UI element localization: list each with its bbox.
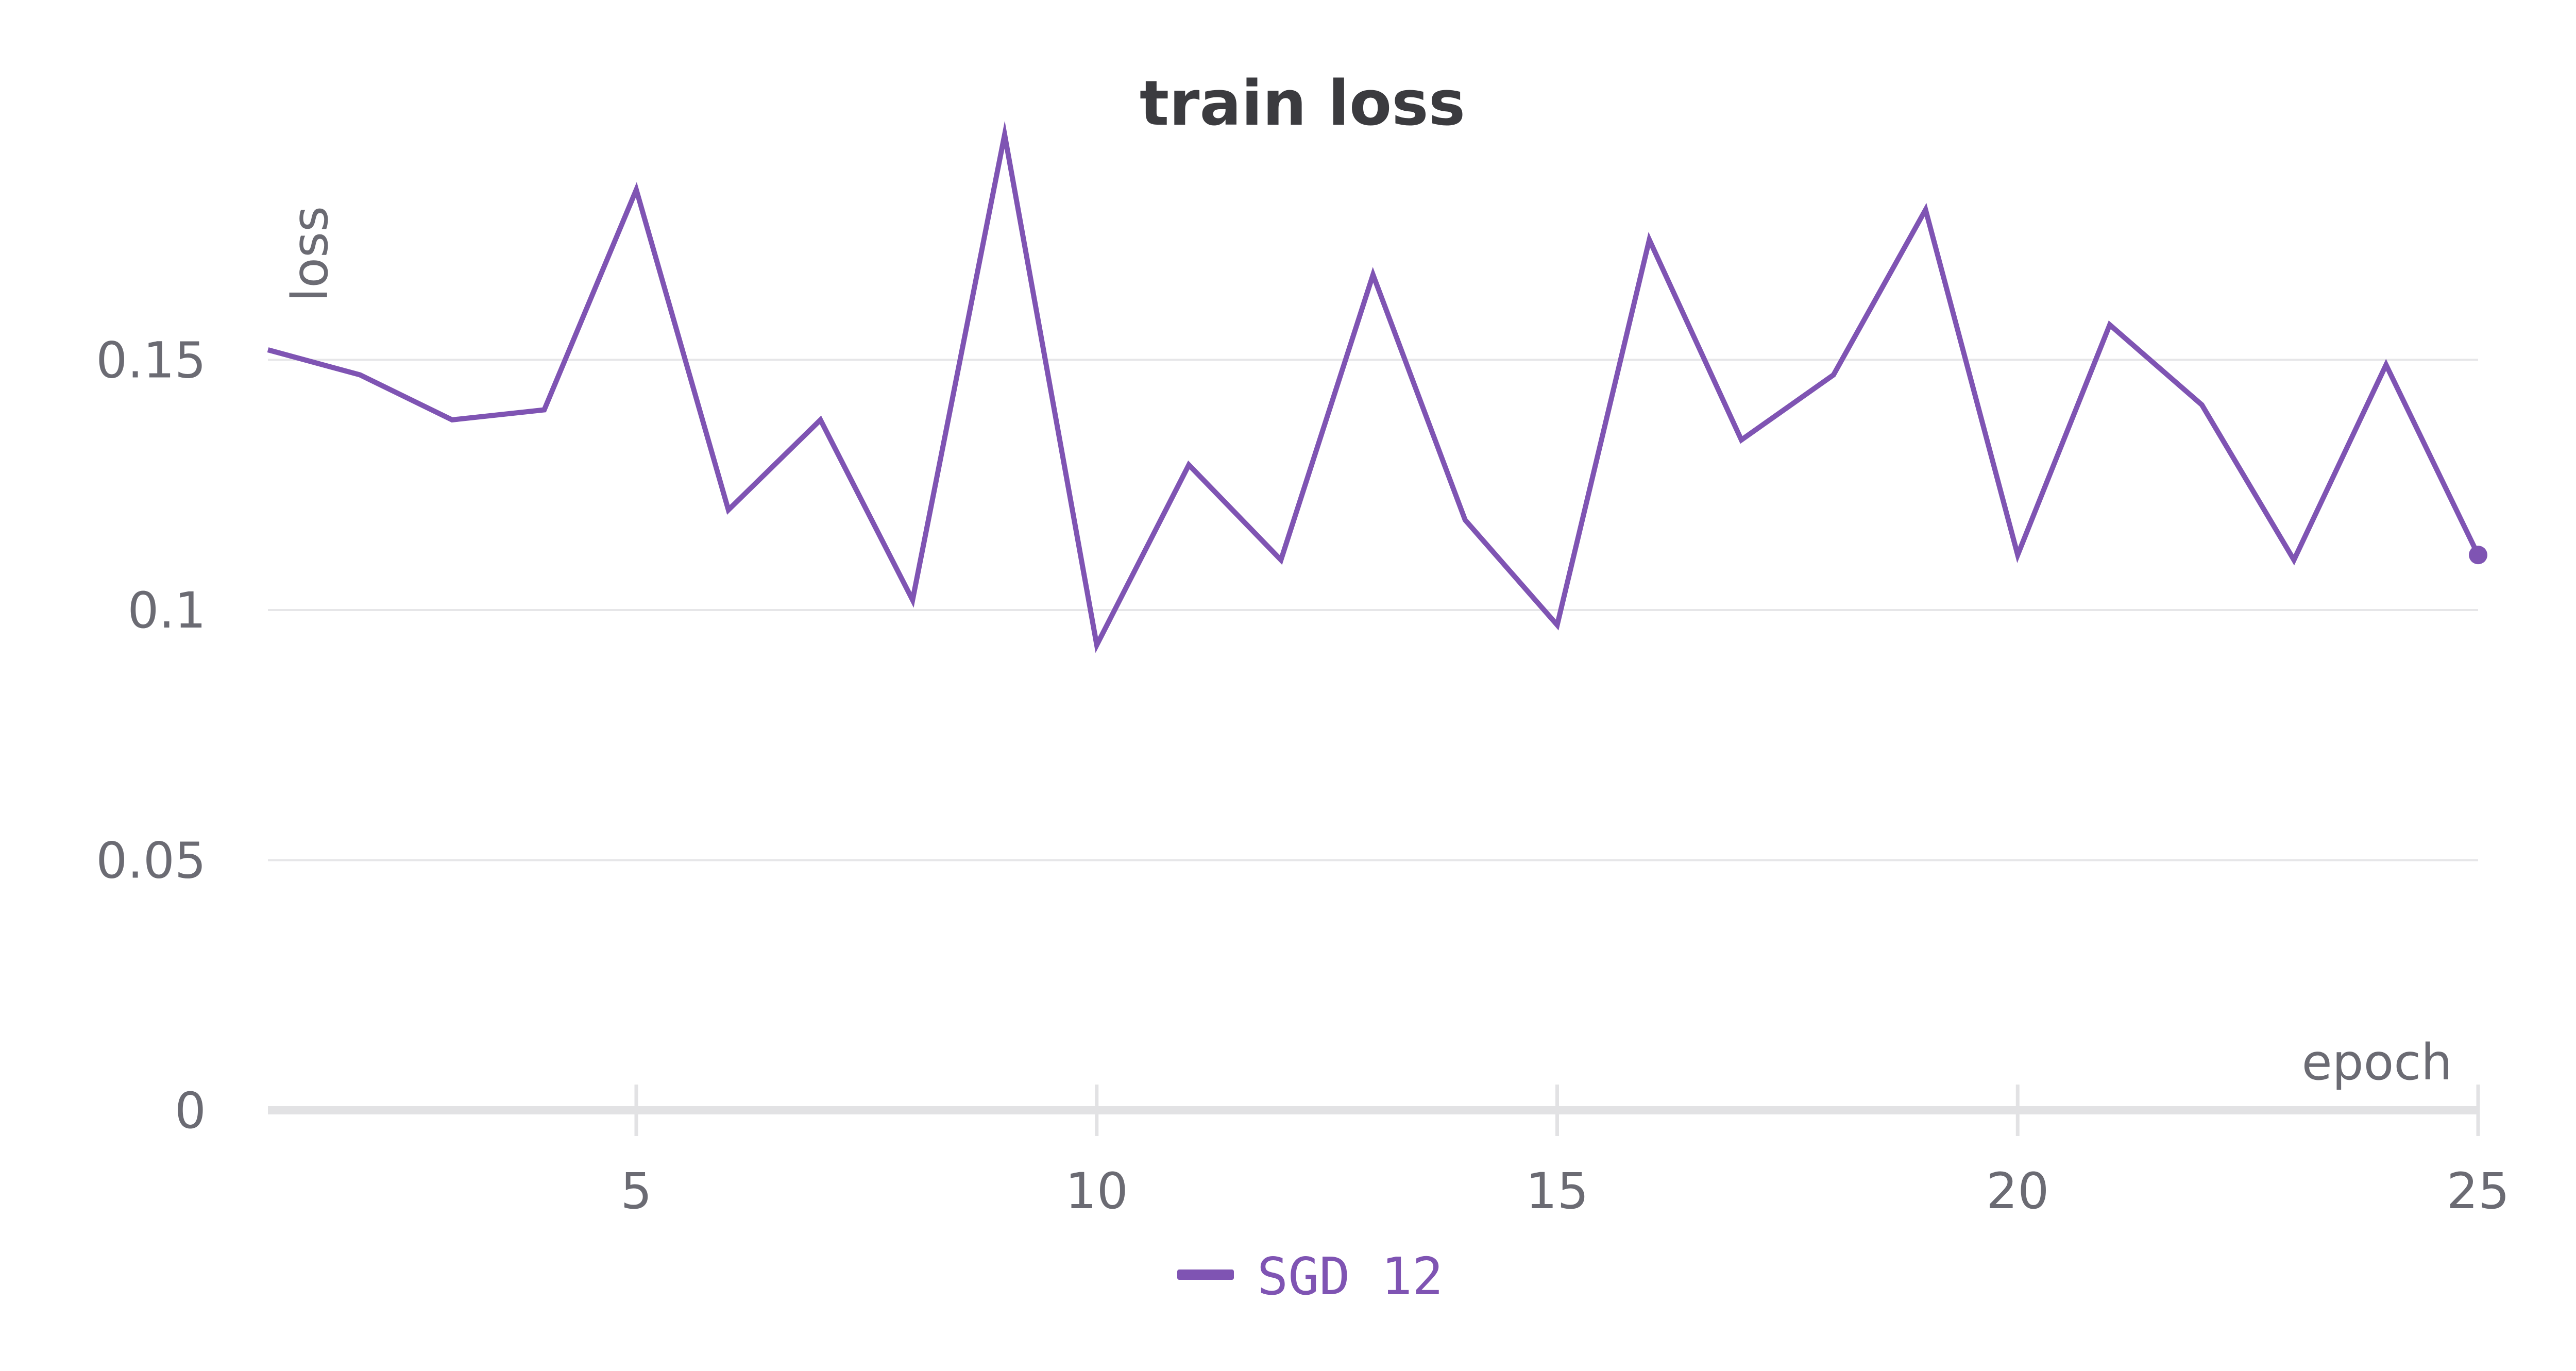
series-layer: [265, 132, 2487, 647]
data-point[interactable]: [1278, 557, 1283, 563]
x-tick-label: 20: [1986, 1162, 2049, 1220]
x-tick-label: 25: [2447, 1162, 2510, 1220]
data-point[interactable]: [358, 373, 363, 378]
data-point[interactable]: [2383, 362, 2388, 367]
last-point-marker: [2469, 546, 2487, 564]
data-point[interactable]: [910, 598, 915, 603]
x-tick-label: 5: [620, 1162, 652, 1220]
data-point[interactable]: [2015, 552, 2020, 557]
data-point[interactable]: [1831, 373, 1836, 378]
x-axis: [268, 1085, 2478, 1136]
data-point[interactable]: [1739, 437, 1744, 443]
chart-title: train loss: [1140, 68, 1465, 140]
data-point[interactable]: [2199, 402, 2205, 408]
y-axis-label: loss: [281, 206, 339, 301]
data-point[interactable]: [726, 507, 731, 513]
series-line-sgd-12[interactable]: [268, 134, 2478, 645]
y-tick-label: 0.1: [127, 582, 206, 639]
data-point[interactable]: [450, 417, 455, 422]
data-point[interactable]: [1002, 132, 1007, 137]
data-point[interactable]: [1647, 237, 1652, 242]
data-point[interactable]: [1923, 207, 1928, 212]
data-point[interactable]: [1094, 642, 1099, 648]
data-point[interactable]: [634, 187, 639, 192]
data-point[interactable]: [818, 417, 823, 422]
y-tick-label: 0.15: [96, 331, 206, 389]
data-point[interactable]: [1370, 272, 1376, 277]
x-tick-label: 15: [1526, 1162, 1588, 1220]
data-point[interactable]: [541, 408, 547, 413]
y-axis-tick-labels: 0 0.05 0.1 0.15: [96, 331, 206, 1140]
y-tick-label: 0: [175, 1082, 206, 1140]
data-point[interactable]: [265, 347, 270, 352]
data-point[interactable]: [1555, 622, 1560, 628]
y-tick-label: 0.05: [96, 832, 206, 889]
legend-label-sgd-12: SGD 12: [1257, 1246, 1443, 1307]
data-point[interactable]: [2292, 557, 2297, 563]
data-point[interactable]: [1463, 517, 1468, 522]
grid-lines: [268, 360, 2478, 860]
legend-swatch-sgd-12: [1177, 1270, 1234, 1280]
legend[interactable]: SGD 12: [1177, 1246, 1443, 1307]
data-point[interactable]: [2107, 322, 2112, 327]
x-axis-tick-labels: 5 10 15 20 25: [620, 1162, 2510, 1220]
data-point[interactable]: [1187, 462, 1192, 467]
x-tick-label: 10: [1065, 1162, 1128, 1220]
x-axis-label: epoch: [2302, 1034, 2452, 1091]
